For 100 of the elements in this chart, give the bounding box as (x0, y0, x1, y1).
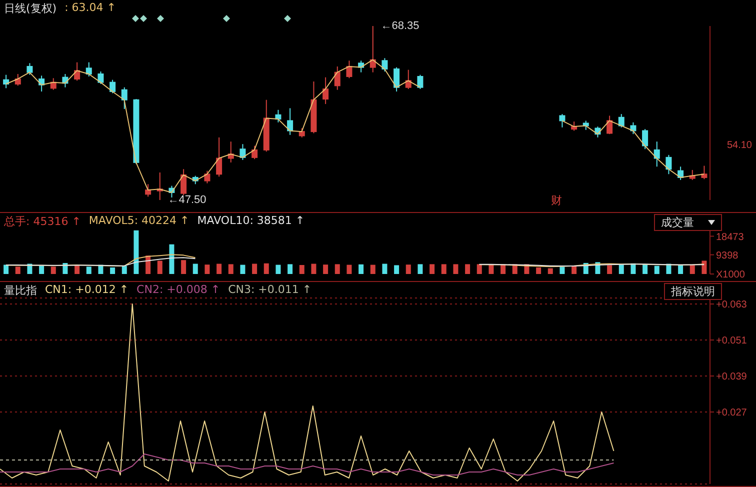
bar (394, 265, 400, 274)
y-tick-label: X1000 (716, 270, 746, 281)
bar (157, 260, 162, 274)
candlestick (382, 58, 388, 72)
candlestick (417, 74, 424, 90)
annotation: 财 (551, 193, 562, 208)
candlestick (180, 168, 187, 196)
series-label: CN1: +0.012 ↑ (45, 283, 129, 298)
bar (334, 264, 340, 274)
bar (678, 265, 684, 274)
candlestick (334, 66, 340, 90)
text: MAVOL10: 38581 ↑ (197, 214, 305, 229)
bar (430, 264, 435, 274)
bar (370, 264, 376, 274)
bar (228, 264, 234, 274)
bar (216, 264, 222, 274)
candlestick (26, 62, 33, 76)
candlestick (121, 86, 128, 110)
bar (560, 266, 565, 274)
text: : 63.04 ↑ (64, 1, 116, 16)
bar (122, 266, 127, 274)
bar (453, 264, 458, 274)
bar (110, 267, 116, 274)
text: MAVOL5: 40224 ↑ (88, 214, 190, 229)
candlestick (582, 120, 589, 130)
text: CN3: +0.011 ↑ (228, 283, 312, 298)
bar (169, 244, 174, 274)
bar (418, 264, 423, 274)
bar (204, 264, 210, 274)
candlestick (240, 144, 246, 160)
bar (690, 265, 695, 274)
y-tick-label: +0.027 (716, 408, 748, 419)
chart-title: 日线(复权) (4, 1, 57, 16)
bar (642, 264, 648, 274)
bar (50, 266, 56, 274)
bar (192, 264, 198, 274)
bar (382, 264, 388, 274)
bar (346, 264, 352, 274)
candlestick (346, 60, 352, 79)
bar (264, 263, 269, 274)
bar (15, 266, 20, 274)
candlestick (394, 66, 400, 92)
bar (39, 266, 44, 274)
bar (358, 264, 364, 274)
bar (536, 267, 542, 274)
bar (618, 264, 624, 274)
bar (134, 230, 139, 274)
line-series (0, 304, 614, 482)
annotation: 指标说明 (671, 284, 715, 299)
y-tick-label: +0.039 (716, 372, 748, 383)
candlestick (642, 128, 648, 150)
candlestick (701, 165, 708, 180)
text: 成交量 (661, 215, 694, 230)
text: CN2: +0.008 ↑ (136, 283, 220, 298)
candlestick (666, 154, 672, 175)
bar (476, 264, 482, 274)
bar (299, 265, 304, 274)
bar (607, 265, 612, 274)
annotation: ←47.50 (168, 194, 206, 206)
bar (74, 266, 80, 274)
chart-title: 量比指 (4, 283, 37, 298)
bar (323, 264, 328, 274)
bar (181, 260, 186, 274)
text: 总手: 45316 ↑ (4, 214, 81, 229)
candlestick (14, 73, 21, 86)
bar (86, 266, 92, 274)
bar (252, 264, 258, 274)
candlestick (618, 114, 624, 128)
bar (240, 264, 246, 274)
bar (548, 268, 553, 274)
candlestick (322, 76, 329, 105)
bar (4, 264, 9, 274)
candlestick (252, 145, 258, 160)
candlestick (654, 141, 660, 168)
bar (311, 264, 316, 274)
candlestick (86, 62, 92, 77)
annotation: ←68.35 (380, 20, 420, 32)
bar (288, 264, 293, 274)
bar (654, 266, 660, 274)
candlestick (559, 114, 566, 128)
y-tick-label: 9398 (716, 250, 739, 262)
bar (406, 264, 411, 274)
candlestick (98, 70, 104, 84)
bar (572, 266, 577, 274)
bar (441, 264, 446, 274)
candlestick (110, 79, 116, 94)
line-series (0, 454, 614, 476)
bar (702, 260, 707, 274)
candlestick (216, 136, 222, 178)
candlestick (74, 62, 80, 82)
candlestick (630, 122, 636, 135)
text: 54.10 (726, 140, 752, 151)
bar (465, 264, 470, 274)
candlestick (287, 108, 294, 136)
y-tick-label: +0.063 (716, 300, 748, 311)
y-tick-label: 18473 (716, 232, 744, 243)
candlestick (204, 170, 210, 184)
y-tick-label: +0.051 (716, 336, 748, 347)
candlestick (606, 115, 613, 135)
bar (276, 264, 281, 274)
